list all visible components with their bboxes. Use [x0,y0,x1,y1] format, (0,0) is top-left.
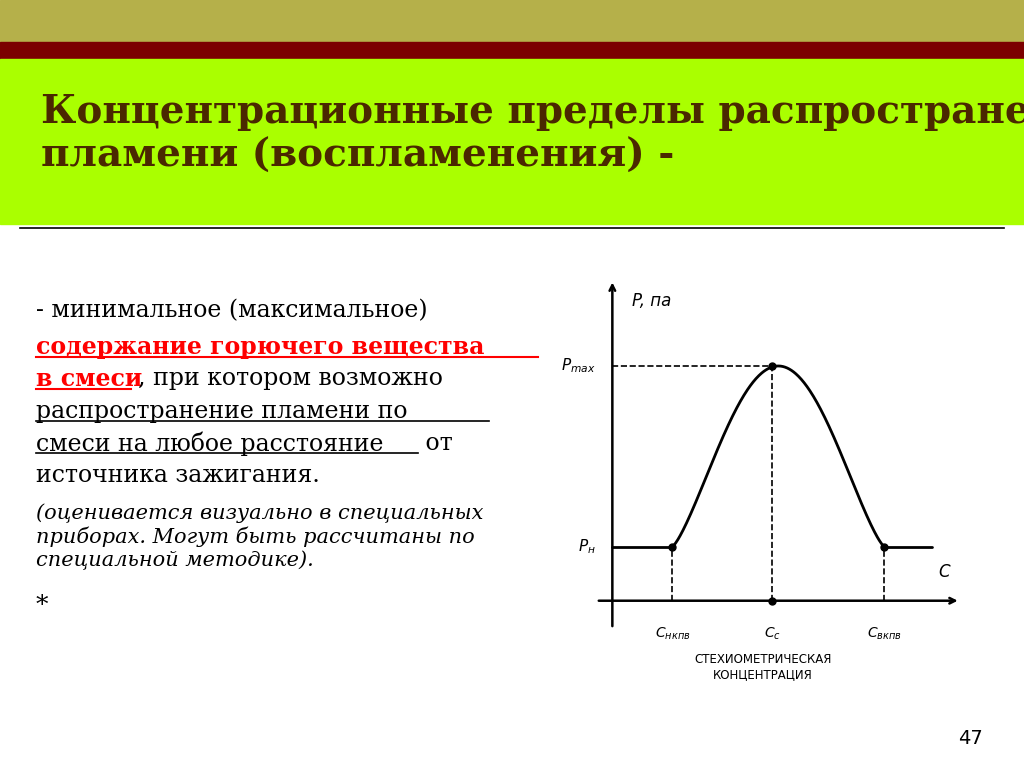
Text: (оценивается визуально в специальных
приборах. Могут быть рассчитаны по
специаль: (оценивается визуально в специальных при… [36,504,483,570]
Text: смеси на любое расстояние: смеси на любое расстояние [36,431,383,456]
Text: распространение пламени по: распространение пламени по [36,400,408,423]
Text: , при котором возможно: , при котором возможно [138,367,443,390]
Text: P, па: P, па [633,292,672,310]
Text: СТЕХИОМЕТРИЧЕСКАЯ
КОНЦЕНТРАЦИЯ: СТЕХИОМЕТРИЧЕСКАЯ КОНЦЕНТРАЦИЯ [694,653,831,682]
Text: содержание горючего вещества: содержание горючего вещества [36,334,484,359]
Text: C$_{вкпв}$: C$_{вкпв}$ [867,625,902,642]
Text: C$_с$: C$_с$ [764,625,781,642]
Text: C: C [939,563,950,581]
Text: от: от [418,432,453,455]
Text: Концентрационные пределы распространения
пламени (воспламенения) -: Концентрационные пределы распространения… [41,93,1024,175]
Text: P$_{max}$: P$_{max}$ [561,357,596,375]
Text: 47: 47 [958,729,983,748]
Text: P$_н$: P$_н$ [579,537,596,556]
Text: *: * [36,594,48,617]
Text: источника зажигания.: источника зажигания. [36,464,319,487]
Text: C$_{нкпв}$: C$_{нкпв}$ [654,625,690,642]
Text: - минимальное (максимальное): - минимальное (максимальное) [36,299,427,322]
Text: в смеси: в смеси [36,367,142,391]
